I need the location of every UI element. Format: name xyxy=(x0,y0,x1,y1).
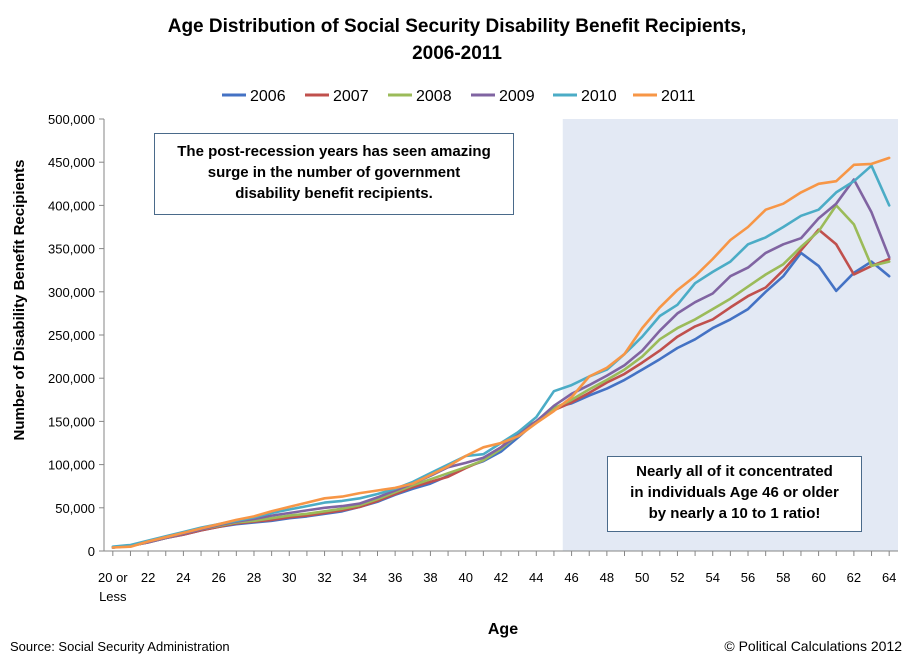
series-lines xyxy=(111,156,891,549)
x-tick-label: 58 xyxy=(776,570,790,585)
chart-title: Age Distribution of Social Security Disa… xyxy=(168,16,747,64)
chart-title-line: 2006-2011 xyxy=(412,43,502,64)
copyright-note: © Political Calculations 2012 xyxy=(724,638,902,654)
x-tick-label: 32 xyxy=(317,570,331,585)
x-tick-label: 40 xyxy=(458,570,472,585)
x-tick-label: 36 xyxy=(388,570,402,585)
y-tick-label: 500,000 xyxy=(48,112,95,127)
x-tick-label: 30 xyxy=(282,570,296,585)
x-tick-label: 28 xyxy=(247,570,261,585)
y-tick-label: 450,000 xyxy=(48,155,95,170)
y-tick-label: 350,000 xyxy=(48,242,95,257)
x-tick-label: 20 or xyxy=(98,570,128,585)
legend: 2006 2007 2008 2009 2010 2011 xyxy=(222,88,696,105)
y-tick-label: 100,000 xyxy=(48,458,95,473)
annotation-bottom-line-3: by nearly a 10 to 1 ratio! xyxy=(648,505,821,522)
x-tick-label: 34 xyxy=(353,570,367,585)
annotation-top-box: The post-recession years has seen amazin… xyxy=(154,133,514,215)
x-tick-label: Less xyxy=(99,589,127,604)
annotation-top-line-2: surge in the number of government xyxy=(207,164,461,181)
legend-label-2009: 2009 xyxy=(499,88,535,105)
annotation-bottom-line-2: in individuals Age 46 or older xyxy=(630,484,839,501)
x-tick-label: 64 xyxy=(882,570,896,585)
y-axis: 0 50,000 100,000 150,000 200,000 250,000 300,0… xyxy=(48,112,105,559)
y-tick-label: 150,000 xyxy=(48,414,95,429)
y-tick-label: 200,000 xyxy=(48,371,95,386)
x-tick-label: 46 xyxy=(564,570,578,585)
x-tick-label: 54 xyxy=(705,570,719,585)
x-tick-label: 48 xyxy=(600,570,614,585)
y-tick-label: 300,000 xyxy=(48,285,95,300)
x-axis-label: Age xyxy=(488,621,518,638)
chart-title-line: Age Distribution of Social Security Disa… xyxy=(168,16,747,37)
series-line-2011 xyxy=(111,156,891,549)
x-tick-label: 44 xyxy=(529,570,543,585)
annotation-bottom-line-1: Nearly all of it concentrated xyxy=(636,463,833,480)
legend-label-2010: 2010 xyxy=(581,88,617,105)
y-tick-label: 0 xyxy=(88,544,95,559)
y-axis-label: Number of Disability Benefit Recipients xyxy=(11,160,28,441)
x-tick-label: 24 xyxy=(176,570,190,585)
legend-label-2007: 2007 xyxy=(333,88,369,105)
x-tick-label: 50 xyxy=(635,570,649,585)
x-tick-label: 38 xyxy=(423,570,437,585)
x-tick-label: 62 xyxy=(847,570,861,585)
x-tick-label: 60 xyxy=(811,570,825,585)
x-tick-label: 56 xyxy=(741,570,755,585)
x-axis: 20 or Less 22 24 26 28 30 32 34 36 38 40 42 44 46 48 50 5… xyxy=(98,550,898,604)
y-tick-label: 400,000 xyxy=(48,198,95,213)
annotation-top-line-3: disability benefit recipients. xyxy=(235,185,433,202)
x-tick-label: 52 xyxy=(670,570,684,585)
source-note: Source: Social Security Administration xyxy=(10,639,230,654)
y-tick-label: 250,000 xyxy=(48,328,95,343)
y-tick-label: 50,000 xyxy=(55,501,95,516)
x-tick-label: 26 xyxy=(211,570,225,585)
legend-label-2011: 2011 xyxy=(661,88,696,105)
legend-label-2008: 2008 xyxy=(416,88,452,105)
annotation-top-line-1: The post-recession years has seen amazin… xyxy=(177,143,491,160)
x-tick-label: 42 xyxy=(494,570,508,585)
x-tick-label: 22 xyxy=(141,570,155,585)
legend-label-2006: 2006 xyxy=(250,88,286,105)
annotation-bottom-box: Nearly all of it concentrated in individ… xyxy=(607,456,862,532)
